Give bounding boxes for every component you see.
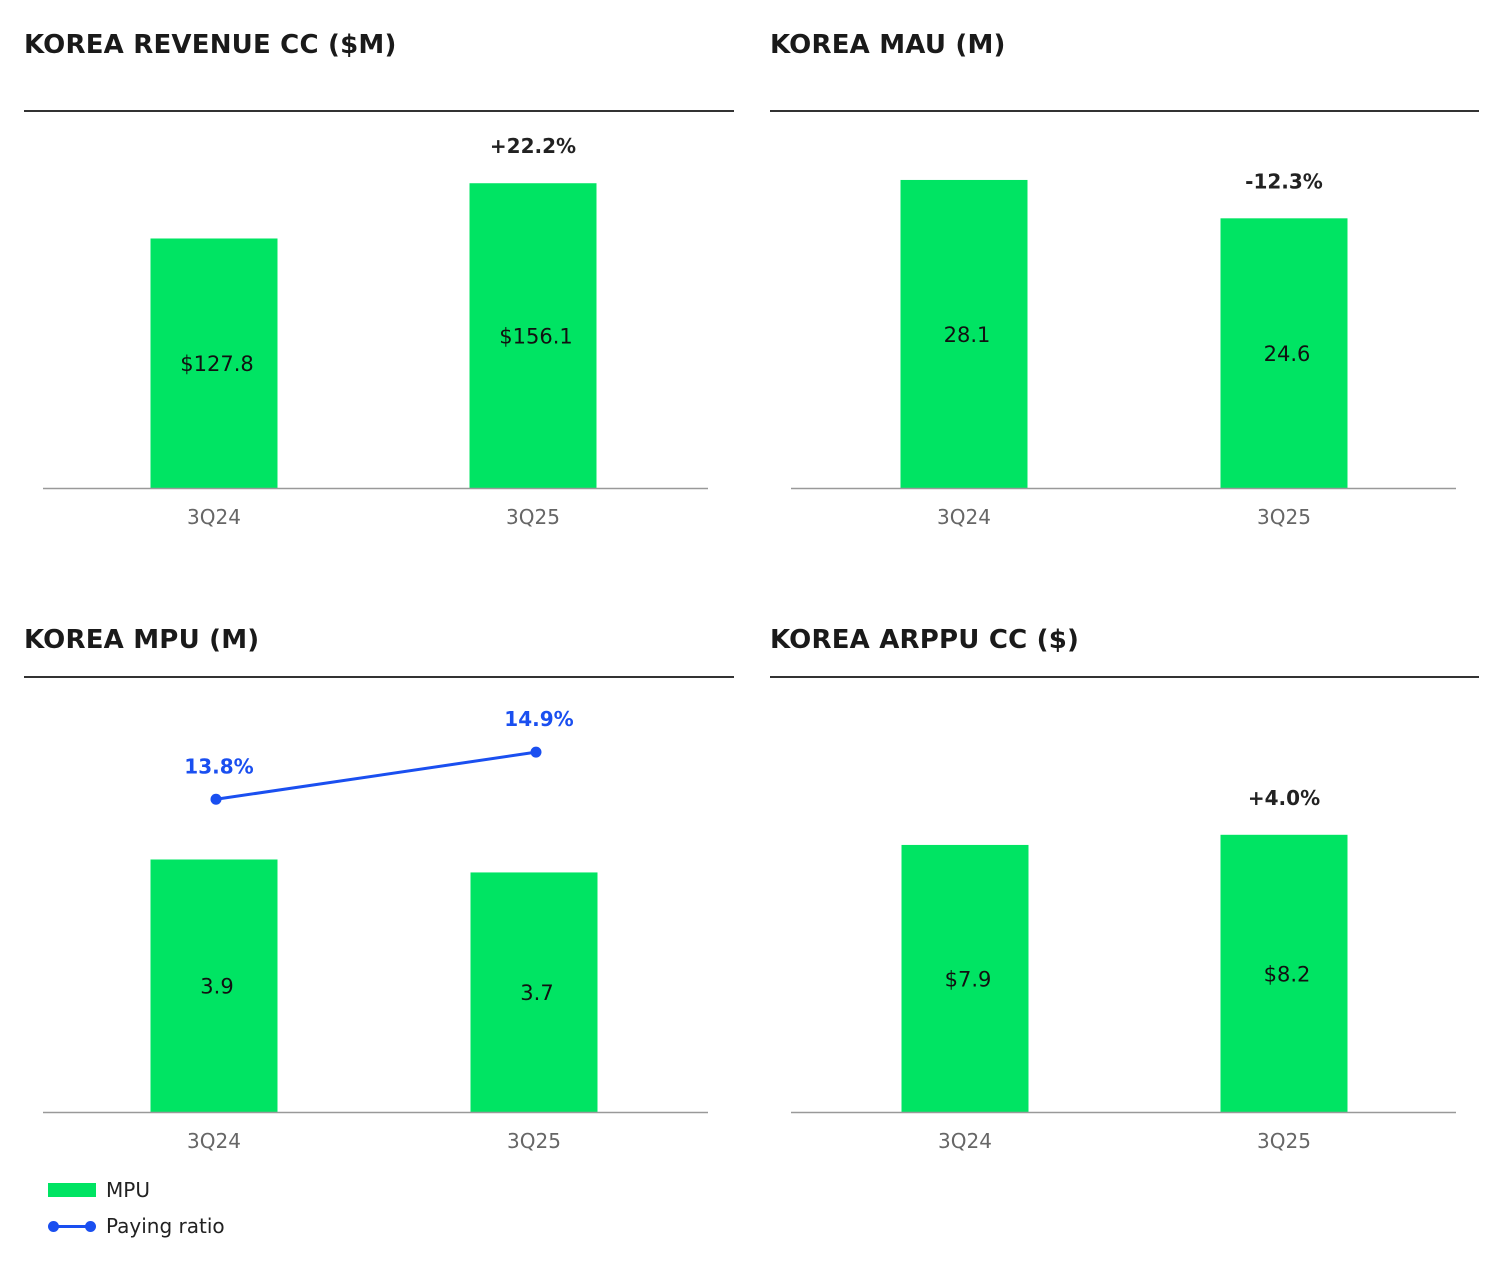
revenue-title: KOREA REVENUE CC ($M) [24, 30, 397, 60]
mpu-value-label-3q24: 3.9 [200, 975, 233, 999]
legend-bar-swatch [48, 1183, 96, 1197]
mpu-bar-3q24 [150, 859, 278, 1112]
legend-line-swatch [48, 1219, 96, 1233]
mau-value-label-3q24: 28.1 [944, 323, 991, 347]
revenue-bar-3q24 [150, 238, 278, 488]
mpu-tick-label-3q25: 3Q25 [507, 1129, 561, 1153]
mau-value-label-3q25: 24.6 [1264, 342, 1311, 366]
revenue-value-label-3q24: $127.8 [180, 352, 253, 376]
revenue-title-rule [24, 110, 734, 112]
mpu-title-rule [24, 676, 734, 678]
mpu-value-label-3q25: 3.7 [520, 981, 553, 1005]
revenue-tick-label-3q25: 3Q25 [506, 505, 560, 529]
arppu-tick-label-3q25: 3Q25 [1257, 1129, 1311, 1153]
arppu-title-rule [770, 676, 1479, 678]
revenue-tick-label-3q24: 3Q24 [187, 505, 241, 529]
mpu-title: KOREA MPU (M) [24, 625, 260, 655]
mau-title-rule [770, 110, 1479, 112]
arppu-value-label-3q25: $8.2 [1264, 962, 1311, 986]
revenue-change-label: +22.2% [490, 134, 576, 158]
legend-item-mpu: MPU [48, 1172, 225, 1208]
revenue-bar-3q25 [469, 183, 597, 488]
arppu-title: KOREA ARPPU CC ($) [770, 625, 1080, 655]
legend-label-paying-ratio: Paying ratio [106, 1214, 225, 1238]
mpu-paying-ratio-point-3q24 [210, 793, 222, 805]
arppu-value-label-3q24: $7.9 [945, 967, 992, 991]
arppu-tick-label-3q24: 3Q24 [938, 1129, 992, 1153]
mau-bar-3q24 [900, 179, 1028, 488]
mpu-tick-label-3q24: 3Q24 [187, 1129, 241, 1153]
mpu-paying-ratio-label-3q24: 13.8% [184, 754, 253, 778]
legend-label-mpu: MPU [106, 1178, 150, 1202]
arppu-bar-3q24 [901, 844, 1029, 1112]
mau-bar-3q25 [1220, 218, 1348, 488]
arppu-bar-3q25 [1220, 834, 1348, 1112]
legend-item-paying-ratio: Paying ratio [48, 1208, 225, 1244]
mpu-bar-3q25 [470, 872, 598, 1112]
mau-title: KOREA MAU (M) [770, 30, 1006, 60]
arppu-change-label: +4.0% [1248, 786, 1320, 810]
revenue-value-label-3q25: $156.1 [499, 325, 572, 349]
mpu-paying-ratio-line [215, 750, 537, 801]
mpu-legend: MPU Paying ratio [48, 1172, 225, 1244]
mpu-paying-ratio-point-3q25 [530, 746, 542, 758]
mau-tick-label-3q24: 3Q24 [937, 505, 991, 529]
mau-tick-label-3q25: 3Q25 [1257, 505, 1311, 529]
mau-change-label: -12.3% [1245, 169, 1323, 193]
mpu-paying-ratio-label-3q25: 14.9% [504, 707, 573, 731]
